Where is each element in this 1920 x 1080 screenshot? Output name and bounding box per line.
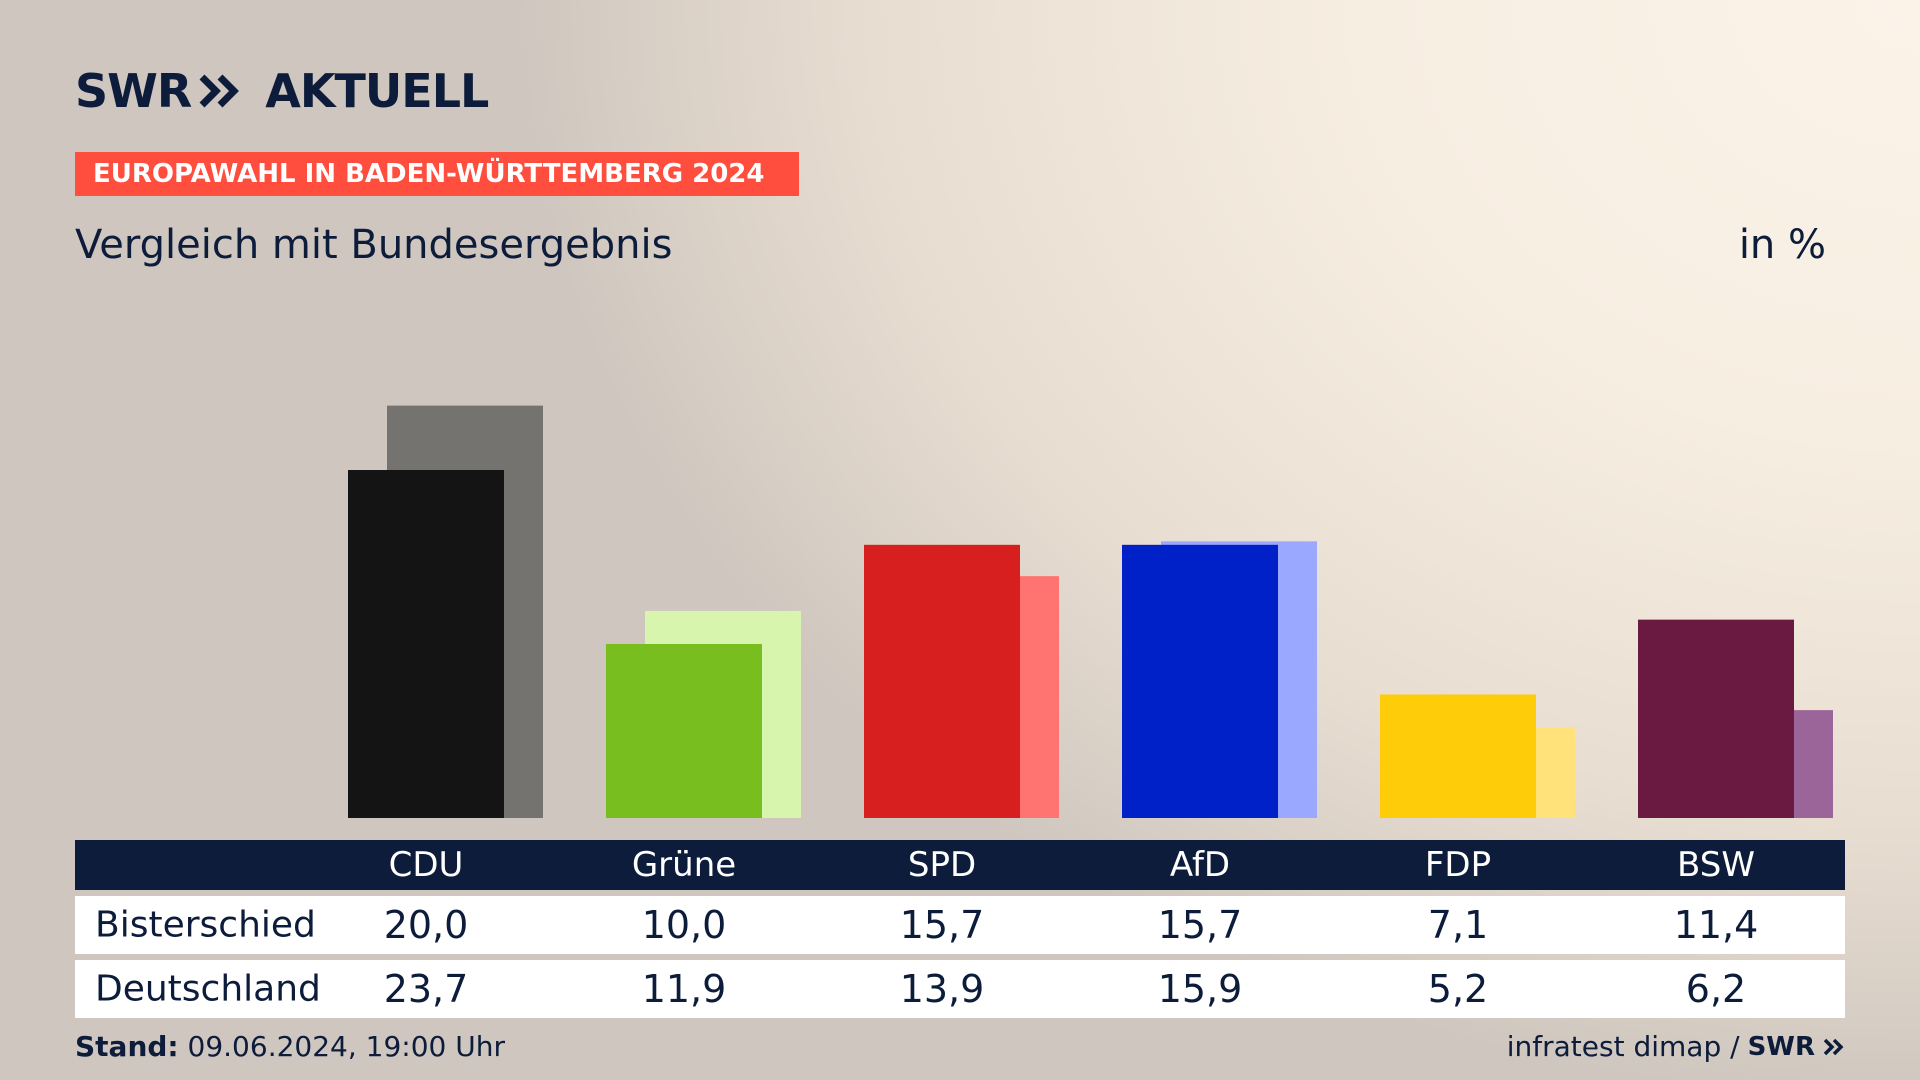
bar-bw-bsw: [1638, 619, 1794, 818]
table-row-bw: Bisterschied 20,0 10,0 15,7 15,7 7,1 11,4: [75, 896, 1845, 954]
value-de-bsw: 6,2: [1685, 967, 1747, 1011]
footer-swr-logo: SWR: [1747, 1031, 1815, 1062]
source-text: infratest dimap /: [1506, 1030, 1740, 1063]
value-bw-afd: 15,7: [1157, 903, 1243, 947]
party-label-spd: SPD: [907, 845, 977, 885]
value-bw-cdu: 20,0: [383, 903, 469, 947]
party-label-fdp: FDP: [1424, 845, 1492, 885]
logo-aktuell-text: AKTUELL: [265, 64, 489, 118]
election-banner: EUROPAWAHL IN BADEN-WÜRTTEMBERG 2024: [75, 152, 799, 196]
value-de-spd: 13,9: [899, 967, 985, 1011]
value-de-fdp: 5,2: [1427, 967, 1489, 1011]
party-label-grüne: Grüne: [631, 845, 737, 885]
unit-label: in %: [1738, 222, 1826, 268]
party-label-cdu: CDU: [388, 845, 464, 885]
party-label-bsw: BSW: [1677, 845, 1755, 885]
logo-swr-text: SWR: [75, 64, 192, 118]
row-label-de: Deutschland: [95, 968, 321, 1010]
bar-bw-spd: [864, 544, 1020, 818]
results-table: CDU Grüne SPD AfD FDP BSW Bisterschied 20,0 10…: [75, 840, 1845, 1018]
bar-bw-grüne: [606, 644, 762, 818]
table-row-de: Deutschland 23,7 11,9 13,9 15,9 5,2 6,2: [75, 960, 1845, 1018]
value-bw-grüne: 10,0: [641, 903, 727, 947]
stand-label: Stand:: [75, 1030, 179, 1063]
swr-aktuell-logo: SWR AKTUELL: [75, 64, 489, 118]
value-bw-spd: 15,7: [899, 903, 985, 947]
bar-chart: [348, 405, 1833, 818]
bar-bw-cdu: [348, 470, 504, 818]
row-label-bw: Bisterschied: [95, 904, 316, 946]
value-de-cdu: 23,7: [383, 967, 469, 1011]
bar-bw-fdp: [1380, 694, 1536, 818]
party-label-afd: AfD: [1169, 845, 1231, 885]
value-de-afd: 15,9: [1157, 967, 1243, 1011]
double-chevron-icon: [1823, 1038, 1844, 1055]
value-de-grüne: 11,9: [641, 967, 727, 1011]
value-bw-bsw: 11,4: [1673, 903, 1759, 947]
table-header: CDU Grüne SPD AfD FDP BSW: [75, 840, 1845, 890]
chart-subtitle: Vergleich mit Bundesergebnis: [75, 222, 673, 268]
footer-stand: Stand: 09.06.2024, 19:00 Uhr: [75, 1030, 505, 1063]
double-chevron-icon: [199, 74, 240, 108]
stand-value: 09.06.2024, 19:00 Uhr: [187, 1030, 505, 1063]
bar-bw-afd: [1122, 544, 1278, 818]
footer-source: infratest dimap / SWR: [1507, 1030, 1845, 1063]
value-bw-fdp: 7,1: [1427, 903, 1489, 947]
